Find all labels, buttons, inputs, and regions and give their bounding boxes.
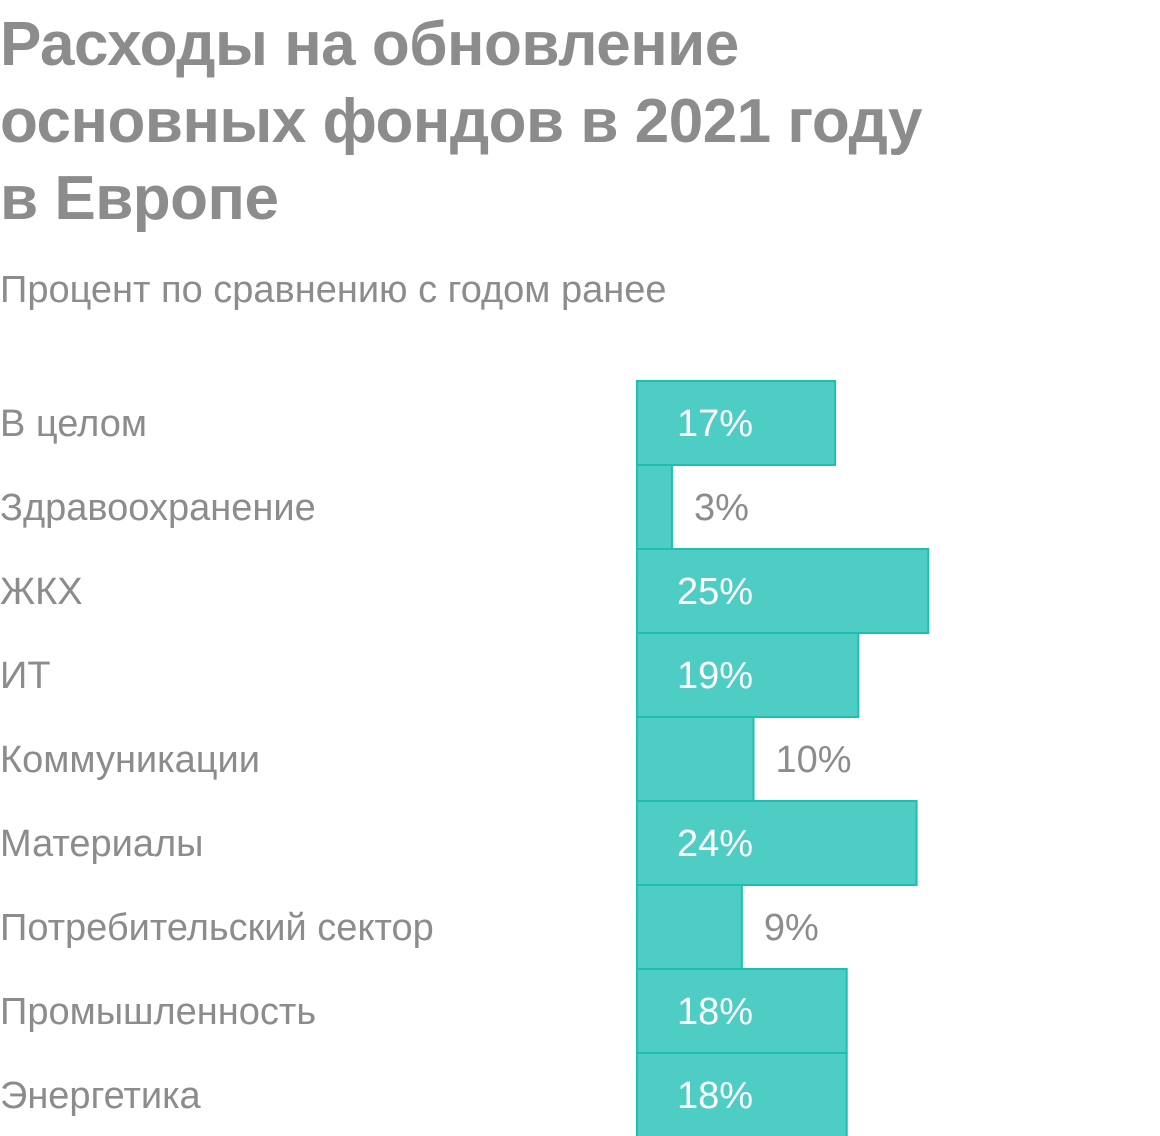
category-label: ИТ [0,655,51,697]
bar [636,380,837,466]
bar [636,716,755,802]
category-label: Коммуникации [0,739,260,781]
bar [636,632,860,718]
value-label: 3% [694,487,749,529]
value-label: 17% [677,403,753,445]
bar-row: Материалы 24% [0,800,918,886]
bar-row: Здравоохранение 3% [0,464,749,550]
value-label: 18% [677,1075,753,1117]
chart-title: Расходы на обновление основных фондов в … [0,6,1150,237]
bar-row: В целом 17% [0,380,837,466]
bar-row: ЖКХ 25% [0,548,930,634]
bar-row: Энергетика 18% [0,1052,848,1136]
category-label: Здравоохранение [0,487,316,529]
bar-row: Потребительский сектор 9% [0,884,819,970]
category-label: Промышленность [0,991,316,1033]
bar [636,800,918,886]
bar-row: Коммуникации 10% [0,716,852,802]
value-label: 18% [677,991,753,1033]
bar-chart: В целом 17% Здравоохранение 3% ЖКХ 25% ИТ 19% Ко… [0,380,930,1136]
category-label: Энергетика [0,1075,202,1117]
category-label: Материалы [0,823,203,865]
chart-title-line-2: основных фондов в 2021 году [0,87,923,156]
chart-subtitle: Процент по сравнению с годом ранее [0,269,667,311]
value-label: 9% [764,907,819,949]
bar [636,548,930,634]
category-label: В целом [0,403,147,445]
category-label: Потребительский сектор [0,907,434,949]
bar-row: ИТ 19% [0,632,860,718]
chart-title-line-3: в Европе [0,164,279,233]
bar [636,1052,848,1136]
value-label: 24% [677,823,753,865]
bar-row: Промышленность 18% [0,968,848,1054]
bar [636,464,673,550]
value-label: 25% [677,571,753,613]
value-label: 10% [776,739,852,781]
category-label: ЖКХ [0,571,83,613]
value-label: 19% [677,655,753,697]
chart-title-line-1: Расходы на обновление [0,10,739,79]
bar [636,884,743,970]
